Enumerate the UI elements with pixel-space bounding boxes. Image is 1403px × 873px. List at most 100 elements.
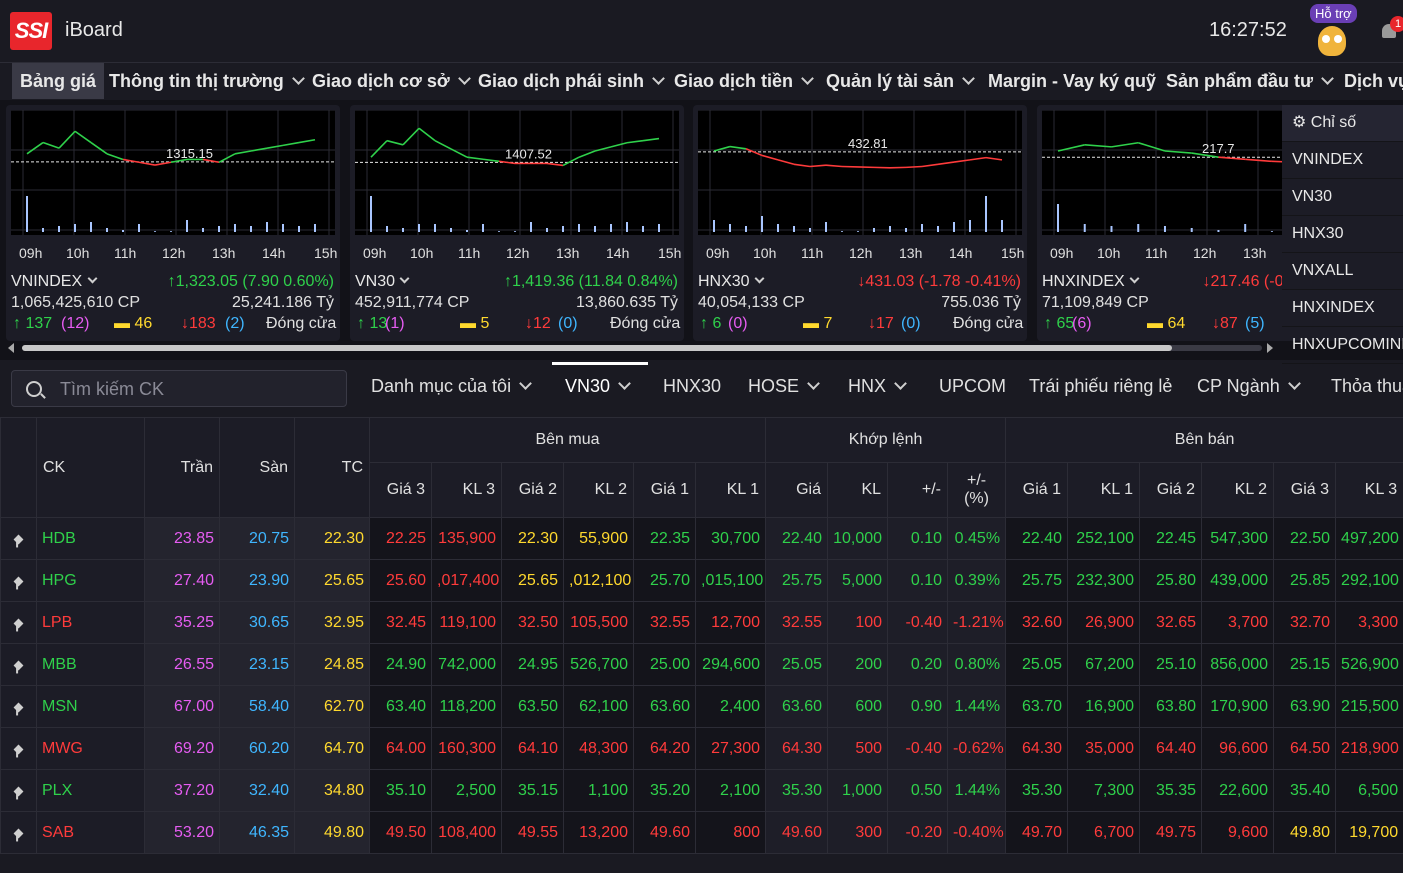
pin-cell[interactable] (0, 517, 37, 560)
search-box[interactable] (11, 370, 347, 407)
match-percent: -0.40% (947, 811, 1007, 854)
header-tran[interactable]: Trần (144, 417, 220, 518)
index-card-hnx30[interactable]: 432.81 09h 10h 11h 12h 13h 14h 15h HNX30 ↓431.03… (693, 105, 1027, 341)
tab-trai-phieu[interactable]: Trái phiếu riêng lẻ (1029, 376, 1172, 397)
pin-icon[interactable] (13, 618, 24, 628)
ask2-volume: 856,000 (1201, 643, 1275, 686)
table-row[interactable]: LPB 35.25 30.65 32.95 32.45 119,100 32.50 105,5… (0, 601, 1403, 644)
pin-icon[interactable] (13, 660, 24, 670)
index-list-item[interactable]: VNXALL (1282, 253, 1403, 290)
nav-dich-vu[interactable]: Dịch vụ (1344, 63, 1403, 99)
table-row[interactable]: MWG 69.20 60.20 64.70 64.00 160,300 64.10 48,30… (0, 727, 1403, 770)
header-ask1[interactable]: Giá 1 (1005, 462, 1069, 518)
scroll-thumb[interactable] (22, 345, 1172, 351)
index-list-item[interactable]: VNINDEX (1282, 142, 1403, 179)
index-list-header[interactable]: ⚙ Chỉ số (1282, 105, 1403, 142)
pin-icon[interactable] (13, 576, 24, 586)
header-mvol[interactable]: KL (827, 462, 889, 518)
nav-margin[interactable]: Margin - Vay ký quỹ (988, 63, 1156, 99)
table-row[interactable]: PLX 37.20 32.40 34.80 35.10 2,500 35.15 1,100 35… (0, 769, 1403, 812)
tab-hnx30[interactable]: HNX30 (663, 376, 721, 397)
search-input[interactable] (58, 375, 342, 403)
nav-giao-dich-phai-sinh[interactable]: Giao dịch phái sinh (478, 63, 665, 99)
nav-quan-ly-tai-san[interactable]: Quản lý tài sản (826, 63, 975, 99)
price-segment (482, 158, 500, 163)
ceiling-cell: 69.20 (144, 727, 220, 770)
pin-cell[interactable] (0, 811, 37, 854)
header-bid2v[interactable]: KL 2 (563, 462, 634, 518)
header-ask3v[interactable]: KL 3 (1335, 462, 1403, 518)
help-button[interactable]: Hỗ trợ (1308, 4, 1357, 58)
header-bid1v[interactable]: KL 1 (694, 462, 767, 518)
reference-cell: 24.85 (294, 643, 370, 686)
pin-cell[interactable] (0, 727, 37, 770)
pin-icon[interactable] (13, 702, 24, 712)
symbol-cell[interactable]: LPB (36, 601, 145, 644)
symbol-cell[interactable]: PLX (36, 769, 145, 812)
index-card-vn30[interactable]: 1407.52 09h 10h 11h 12h 13h 14h 15h VN30 ↑1,419.… (350, 105, 684, 341)
pin-icon[interactable] (13, 786, 24, 796)
index-list-item[interactable]: HNXINDEX (1282, 290, 1403, 327)
header-ask1v[interactable]: KL 1 (1067, 462, 1141, 518)
table-row[interactable]: HDB 23.85 20.75 22.30 22.25 135,900 22.30 55,90… (0, 517, 1403, 560)
tab-thoa-thuan[interactable]: Thỏa thuận (1331, 376, 1403, 397)
price-segment (138, 161, 156, 166)
tab-vn30[interactable]: VN30 (565, 376, 631, 397)
horizontal-scrollbar[interactable] (8, 343, 1273, 353)
bid2-price: 32.50 (501, 601, 564, 644)
symbol-cell[interactable]: MSN (36, 685, 145, 728)
index-list-item[interactable]: HNX30 (1282, 216, 1403, 253)
pin-icon[interactable] (13, 744, 24, 754)
pin-cell[interactable] (0, 643, 37, 686)
pin-cell[interactable] (0, 685, 37, 728)
header-mpct[interactable]: +/- (%) (947, 462, 1007, 518)
ssi-logo[interactable]: SSI (10, 12, 52, 50)
header-ask2[interactable]: Giá 2 (1139, 462, 1203, 518)
header-ck[interactable]: CK (36, 417, 145, 518)
symbol-cell[interactable]: SAB (36, 811, 145, 854)
header-ask3[interactable]: Giá 3 (1273, 462, 1337, 518)
nav-giao-dich-co-so[interactable]: Giao dịch cơ sở (312, 63, 471, 99)
notification-button[interactable]: 1 (1380, 16, 1403, 44)
tab-hose[interactable]: HOSE (748, 376, 820, 397)
index-list-item[interactable]: VN30 (1282, 179, 1403, 216)
pin-cell[interactable] (0, 601, 37, 644)
scroll-right-icon[interactable] (1267, 343, 1273, 353)
time-tick: 11h (801, 245, 824, 261)
index-card-vnindex[interactable]: 1315.15 09h 10h 11h 12h 13h 14h 15h VNINDEX ↑1,3… (6, 105, 340, 341)
nav-bang-gia[interactable]: Bảng giá (12, 63, 105, 99)
symbol-cell[interactable]: MWG (36, 727, 145, 770)
table-row[interactable]: HPG 27.40 23.90 25.65 25.60,017,400 25.65,012… (0, 559, 1403, 602)
header-bid3v[interactable]: KL 3 (431, 462, 502, 518)
table-row[interactable]: MBB 26.55 23.15 24.85 24.90 742,000 24.95 526,7… (0, 643, 1403, 686)
table-row[interactable]: MSN 67.00 58.40 62.70 63.40 118,200 63.50 62,10… (0, 685, 1403, 728)
tab-cp-nganh[interactable]: CP Ngành (1197, 376, 1301, 397)
pin-cell[interactable] (0, 769, 37, 812)
nav-giao-dich-tien[interactable]: Giao dịch tiền (674, 63, 814, 99)
pin-cell[interactable] (0, 559, 37, 602)
header-ask2v[interactable]: KL 2 (1201, 462, 1275, 518)
header-san[interactable]: Sàn (219, 417, 295, 518)
tab-hnx[interactable]: HNX (848, 376, 907, 397)
symbol-cell[interactable]: MBB (36, 643, 145, 686)
header-bid3[interactable]: Giá 3 (369, 462, 432, 518)
header-bid1[interactable]: Giá 1 (633, 462, 696, 518)
scroll-left-icon[interactable] (8, 343, 14, 353)
index-list-item[interactable]: HNXUPCOMINDEX (1282, 327, 1403, 364)
symbol-cell[interactable]: HDB (36, 517, 145, 560)
table-row[interactable]: SAB 53.20 46.35 49.80 49.50 108,400 49.55 13,20… (0, 811, 1403, 854)
pin-icon[interactable] (13, 828, 24, 838)
header-bid2[interactable]: Giá 2 (501, 462, 564, 518)
tab-danh-muc[interactable]: Danh mục của tôi (371, 376, 532, 397)
header-tc[interactable]: TC (294, 417, 370, 518)
nav-thong-tin-thi-truong[interactable]: Thông tin thị trường (109, 63, 305, 99)
header-mchg[interactable]: +/- (887, 462, 949, 518)
tab-upcom[interactable]: UPCOM (939, 376, 1006, 397)
nav-san-pham-dau-tu[interactable]: Sản phẩm đầu tư (1166, 63, 1334, 99)
chevron-down-icon (962, 72, 975, 85)
nav-label: Sản phẩm đầu tư (1166, 71, 1314, 91)
pin-icon[interactable] (13, 534, 24, 544)
match-volume: 1,000 (827, 769, 889, 812)
header-mprice[interactable]: Giá (765, 462, 829, 518)
symbol-cell[interactable]: HPG (36, 559, 145, 602)
